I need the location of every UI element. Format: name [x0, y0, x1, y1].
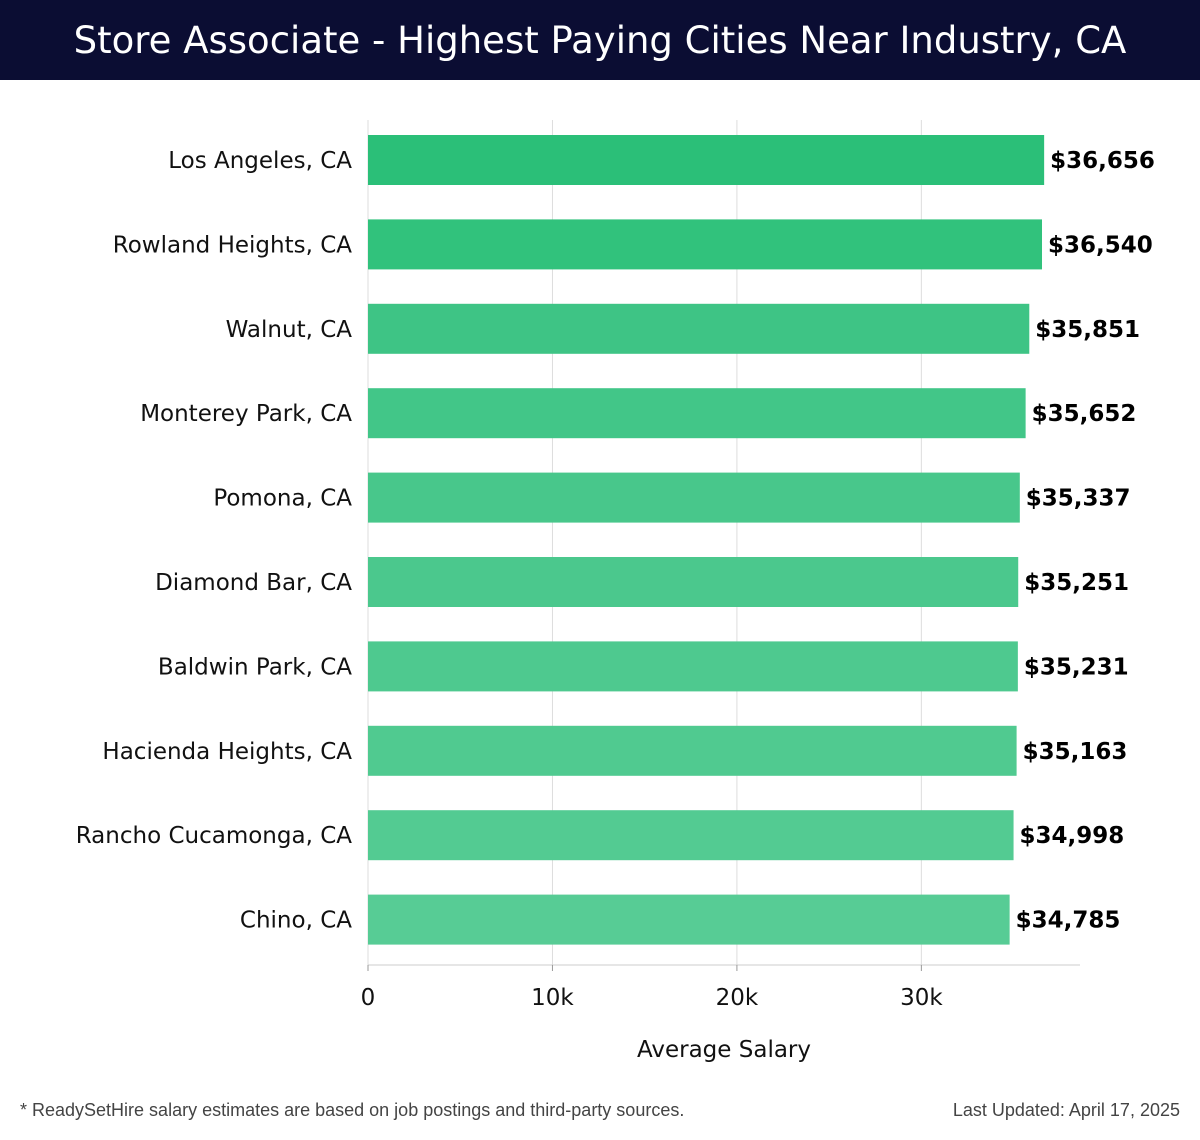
category-label: Walnut, CA — [226, 317, 353, 343]
category-label: Baldwin Park, CA — [158, 654, 352, 680]
bar — [368, 641, 1018, 692]
bar — [368, 894, 1010, 945]
category-label: Rowland Heights, CA — [113, 232, 352, 258]
category-label: Pomona, CA — [213, 486, 352, 512]
bar — [368, 303, 1030, 354]
value-label: $35,231 — [1024, 654, 1129, 680]
bar — [368, 135, 1045, 185]
value-label: $34,998 — [1020, 823, 1125, 849]
value-label: $35,851 — [1035, 317, 1140, 343]
bar — [368, 810, 1014, 861]
bar — [368, 725, 1017, 776]
bar — [368, 388, 1026, 439]
footer-note: * ReadySetHire salary estimates are base… — [20, 1100, 685, 1120]
bar — [368, 557, 1019, 607]
bar — [368, 472, 1020, 523]
x-tick-label: 20k — [716, 985, 759, 1011]
value-label: $36,540 — [1048, 232, 1153, 258]
x-tick-label: 10k — [531, 985, 574, 1011]
category-label: Monterey Park, CA — [140, 401, 352, 427]
category-label: Los Angeles, CA — [168, 148, 352, 174]
chart-title: Store Associate - Highest Paying Cities … — [73, 18, 1127, 62]
last-updated: Last Updated: April 17, 2025 — [952, 1100, 1180, 1120]
salary-bar-chart: Los Angeles, CA $36,656 Rowland Heights, C… — [76, 120, 1155, 1063]
category-label: Hacienda Heights, CA — [102, 739, 352, 765]
x-axis-title: Average Salary — [637, 1037, 811, 1063]
x-tick-label: 0 — [361, 985, 376, 1011]
value-label: $35,337 — [1026, 486, 1131, 512]
chart-header: Store Associate - Highest Paying Cities … — [0, 0, 1200, 80]
value-label: $34,785 — [1016, 908, 1121, 934]
category-label: Diamond Bar, CA — [155, 570, 352, 596]
category-label: Chino, CA — [240, 908, 352, 934]
value-label: $36,656 — [1050, 148, 1155, 174]
category-label: Rancho Cucamonga, CA — [76, 823, 353, 849]
bar — [368, 219, 1043, 270]
x-tick-label: 30k — [900, 985, 943, 1011]
value-label: $35,163 — [1023, 739, 1128, 765]
value-label: $35,251 — [1024, 570, 1129, 596]
value-label: $35,652 — [1032, 401, 1137, 427]
